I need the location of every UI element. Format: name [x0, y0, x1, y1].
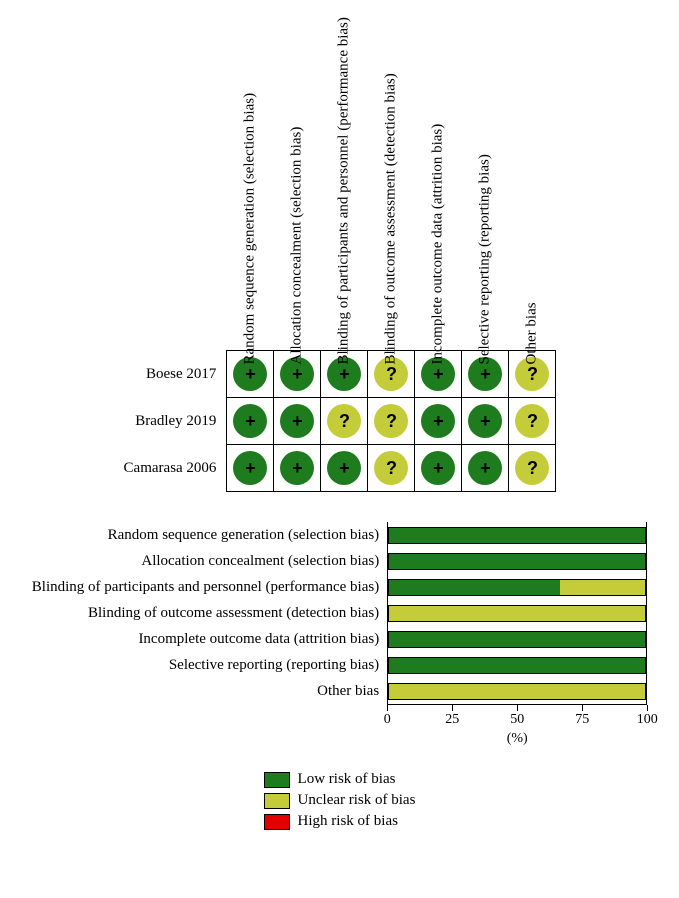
stacked-bar — [388, 579, 646, 596]
grid-row-header: Boese 2017 — [123, 351, 227, 398]
low-risk-icon: + — [468, 451, 502, 485]
legend-swatch-low — [264, 772, 290, 788]
grid-cell: + — [274, 398, 321, 445]
bar-label: Blinding of outcome assessment (detectio… — [32, 600, 387, 626]
grid-col-header: Other bias — [509, 20, 556, 351]
grid-row-header: Bradley 2019 — [123, 398, 227, 445]
grid-col-header: Selective reporting (reporting bias) — [462, 20, 509, 351]
low-risk-icon: + — [327, 451, 361, 485]
legend-item: Low risk of bias — [264, 771, 416, 788]
grid-col-header: Blinding of participants and personnel (… — [321, 20, 368, 351]
bar-label: Blinding of participants and personnel (… — [32, 574, 387, 600]
grid-cell: + — [415, 445, 462, 492]
low-risk-icon: + — [233, 451, 267, 485]
stacked-bar — [388, 657, 646, 674]
bar-segment-low — [389, 528, 645, 543]
grid-cell: ? — [509, 445, 556, 492]
grid-cell: ? — [321, 398, 368, 445]
x-tick-label: 25 — [445, 712, 459, 728]
bar-label: Random sequence generation (selection bi… — [32, 522, 387, 548]
unclear-risk-icon: ? — [327, 404, 361, 438]
grid-col-header: Allocation concealment (selection bias) — [274, 20, 321, 351]
x-axis-title: (%) — [387, 731, 647, 747]
legend-label: Low risk of bias — [298, 771, 396, 788]
grid-cell: + — [415, 398, 462, 445]
legend-swatch-high — [264, 814, 290, 830]
low-risk-icon: + — [421, 404, 455, 438]
stacked-bar — [388, 605, 646, 622]
bar-segment-low — [389, 580, 560, 595]
legend-swatch-unclear — [264, 793, 290, 809]
stacked-bar — [388, 527, 646, 544]
bar-label: Selective reporting (reporting bias) — [32, 652, 387, 678]
legend-item: Unclear risk of bias — [264, 792, 416, 809]
grid-col-header: Blinding of outcome assessment (detectio… — [368, 20, 415, 351]
legend-label: High risk of bias — [298, 813, 398, 830]
x-tick-label: 75 — [575, 712, 589, 728]
unclear-risk-icon: ? — [374, 404, 408, 438]
stacked-bar — [388, 631, 646, 648]
stacked-bar — [388, 683, 646, 700]
grid-cell: ? — [368, 398, 415, 445]
grid-col-header: Incomplete outcome data (attrition bias) — [415, 20, 462, 351]
bar-segment-unclear — [389, 684, 645, 699]
unclear-risk-icon: ? — [374, 451, 408, 485]
x-tick-label: 0 — [384, 712, 391, 728]
grid-col-header: Random sequence generation (selection bi… — [227, 20, 274, 351]
grid-cell: + — [227, 398, 274, 445]
grid-cell: + — [321, 445, 368, 492]
bar-label: Allocation concealment (selection bias) — [32, 548, 387, 574]
bar-segment-low — [389, 554, 645, 569]
low-risk-icon: + — [280, 451, 314, 485]
risk-of-bias-grid: Random sequence generation (selection bi… — [123, 20, 557, 492]
grid-cell: ? — [509, 398, 556, 445]
grid-row-header: Camarasa 2006 — [123, 445, 227, 492]
legend-item: High risk of bias — [264, 813, 416, 830]
bar-segment-unclear — [389, 606, 645, 621]
grid-cell: + — [227, 445, 274, 492]
grid-cell: + — [462, 445, 509, 492]
bar-segment-unclear — [560, 580, 645, 595]
bar-segment-low — [389, 632, 645, 647]
bar-label: Other bias — [32, 678, 387, 704]
x-tick-label: 50 — [510, 712, 524, 728]
unclear-risk-icon: ? — [515, 404, 549, 438]
legend: Low risk of bias Unclear risk of bias High… — [264, 771, 416, 830]
bar-label: Incomplete outcome data (attrition bias) — [32, 626, 387, 652]
unclear-risk-icon: ? — [515, 451, 549, 485]
grid-cell: + — [462, 398, 509, 445]
x-tick-label: 100 — [637, 712, 658, 728]
stacked-bar — [388, 553, 646, 570]
grid-cell: + — [274, 445, 321, 492]
risk-of-bias-summary-chart: Random sequence generation (selection bi… — [32, 522, 647, 745]
bar-segment-low — [389, 658, 645, 673]
low-risk-icon: + — [468, 404, 502, 438]
legend-label: Unclear risk of bias — [298, 792, 416, 809]
low-risk-icon: + — [280, 404, 314, 438]
low-risk-icon: + — [421, 451, 455, 485]
low-risk-icon: + — [233, 404, 267, 438]
grid-cell: ? — [368, 445, 415, 492]
